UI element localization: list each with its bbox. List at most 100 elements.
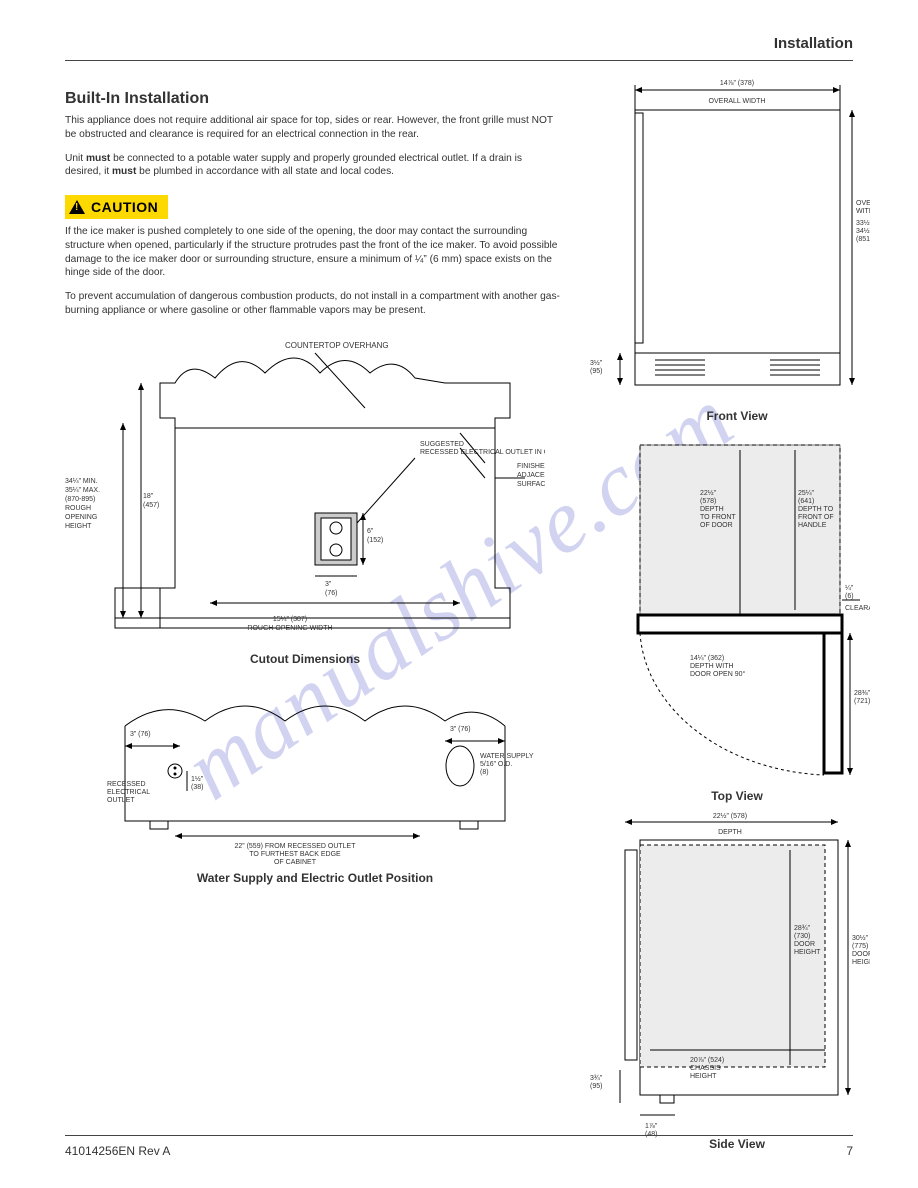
svg-text:(152): (152) xyxy=(367,537,383,544)
svg-text:¼”: ¼” xyxy=(845,585,854,592)
svg-text:(775): (775) xyxy=(852,943,868,950)
page: manualshive.com Installation Built-In In… xyxy=(0,0,918,1188)
intro-para-1: This appliance does not require addition… xyxy=(65,114,560,142)
svg-text:ROUGH: ROUGH xyxy=(65,505,91,512)
header-section: Installation xyxy=(774,35,853,52)
svg-text:HEIGHT: HEIGHT xyxy=(65,523,92,530)
top-rule xyxy=(65,60,853,61)
svg-text:5/16” O.D.: 5/16” O.D. xyxy=(480,761,512,768)
position-title: Water Supply and Electric Outlet Positio… xyxy=(197,871,433,885)
svg-text:DOOR: DOOR xyxy=(852,951,870,958)
warning-triangle-icon xyxy=(69,200,85,214)
svg-text:22½” (578): 22½” (578) xyxy=(713,812,747,820)
svg-text:25¼”: 25¼” xyxy=(798,490,815,497)
svg-text:3¾”: 3¾” xyxy=(590,1075,603,1082)
svg-text:HEIGHT: HEIGHT xyxy=(794,949,821,956)
svg-text:35¼” MAX.: 35¼” MAX. xyxy=(65,487,100,494)
svg-text:DEPTH: DEPTH xyxy=(700,506,724,513)
svg-text:TO FURTHEST BACK EDGE: TO FURTHEST BACK EDGE xyxy=(249,851,341,858)
svg-text:DOOR OPEN 90°: DOOR OPEN 90° xyxy=(690,670,746,678)
footer-left: 41014256EN Rev A xyxy=(65,1144,170,1158)
countertop-label: COUNTERTOP OVERHANG xyxy=(285,341,389,350)
svg-text:CHASSIS: CHASSIS xyxy=(690,1065,721,1072)
cutout-diagram: COUNTERTOP OVERHANG SUGGESTED RECESSED E… xyxy=(65,328,560,678)
svg-text:OF CABINET: OF CABINET xyxy=(274,859,317,866)
svg-text:28¾”: 28¾” xyxy=(794,925,811,932)
svg-text:Front View: Front View xyxy=(706,409,768,423)
svg-text:CLEARANCE: CLEARANCE xyxy=(845,605,870,612)
svg-text:22” (559) FROM RECESSED OUTLET: 22” (559) FROM RECESSED OUTLET xyxy=(235,843,357,850)
p2-d: must xyxy=(112,166,136,177)
svg-text:HANDLE: HANDLE xyxy=(798,522,827,529)
svg-text:22½”: 22½” xyxy=(700,489,717,497)
svg-text:(870-895): (870-895) xyxy=(65,496,95,503)
svg-text:(8): (8) xyxy=(480,769,489,776)
svg-text:HEIGHT: HEIGHT xyxy=(690,1073,717,1080)
p2-b: must xyxy=(86,153,110,164)
right-column: 14⅞” (378) OVERALL WIDTH OVERALL HEIGHT … xyxy=(590,75,870,1155)
outlet-suggest: SUGGESTED xyxy=(420,441,464,448)
footer-right: 7 xyxy=(846,1144,853,1158)
p2-e: be plumbed in accordance with all state … xyxy=(136,166,394,177)
svg-text:WATER SUPPLY: WATER SUPPLY xyxy=(480,753,534,760)
svg-text:18”: 18” xyxy=(143,493,154,500)
svg-text:OVERALL WIDTH: OVERALL WIDTH xyxy=(709,98,766,105)
svg-text:(851-876): (851-876) xyxy=(856,236,870,243)
svg-text:33½” MIN. TO: 33½” MIN. TO xyxy=(856,219,870,227)
svg-text:FRONT OF: FRONT OF xyxy=(798,514,834,521)
left-column: Built-In Installation This appliance doe… xyxy=(65,90,560,891)
svg-text:Side View: Side View xyxy=(709,1137,765,1150)
svg-text:3½”: 3½” xyxy=(590,359,603,367)
cutout-title: Cutout Dimensions xyxy=(250,652,360,666)
svg-text:(95): (95) xyxy=(590,1083,602,1090)
svg-text:DEPTH: DEPTH xyxy=(718,829,742,836)
svg-text:RECESSED: RECESSED xyxy=(107,781,146,788)
svg-text:OUTLET: OUTLET xyxy=(107,797,135,804)
svg-text:(95): (95) xyxy=(590,368,602,375)
svg-text:OVERALL HEIGHT: OVERALL HEIGHT xyxy=(856,200,870,207)
svg-text:(730): (730) xyxy=(794,933,810,940)
svg-text:DOOR: DOOR xyxy=(794,941,815,948)
svg-text:15¼” (387): 15¼” (387) xyxy=(273,616,307,623)
svg-text:DEPTH TO: DEPTH TO xyxy=(798,506,834,513)
svg-text:34½” MAX.: 34½” MAX. xyxy=(856,227,870,235)
svg-text:(721): (721) xyxy=(854,698,870,705)
svg-text:28⅜”: 28⅜” xyxy=(854,690,870,697)
svg-text:TO FRONT: TO FRONT xyxy=(700,514,736,521)
top-view-svg: ¼” (6) CLEARANCE 22½” (578) DEPTH TO FRO… xyxy=(590,435,870,805)
position-diagram: 3” (76) RECESSED ELECTRICAL OUTLET 3” (7… xyxy=(65,686,560,891)
svg-text:3”: 3” xyxy=(325,581,332,588)
front-view-svg: 14⅞” (378) OVERALL WIDTH OVERALL HEIGHT … xyxy=(590,75,870,430)
svg-text:WITHOUT HINGE: WITHOUT HINGE xyxy=(856,208,870,215)
svg-text:OPENING: OPENING xyxy=(65,514,97,521)
section-title: Built-In Installation xyxy=(65,90,560,108)
svg-text:3” (76): 3” (76) xyxy=(450,726,471,733)
svg-text:14¼” (362): 14¼” (362) xyxy=(690,655,724,662)
svg-text:(457): (457) xyxy=(143,502,159,509)
svg-text:Top View: Top View xyxy=(711,789,763,803)
svg-text:34¼” MIN.: 34¼” MIN. xyxy=(65,478,98,485)
svg-text:14⅞” (378): 14⅞” (378) xyxy=(720,80,754,87)
bottom-rule xyxy=(65,1135,853,1136)
svg-text:6”: 6” xyxy=(367,528,374,535)
svg-text:HEIGHT: HEIGHT xyxy=(852,959,870,966)
svg-text:(6): (6) xyxy=(845,593,854,600)
svg-text:20⅞” (524): 20⅞” (524) xyxy=(690,1057,724,1064)
intro-para-2: Unit must be connected to a potable wate… xyxy=(65,152,560,180)
caution-para-2: To prevent accumulation of dangerous com… xyxy=(65,290,560,318)
wall-label-2: ADJACENT xyxy=(517,472,545,479)
svg-text:3” (76): 3” (76) xyxy=(130,731,151,738)
wall-label-3: SURFACE xyxy=(517,481,545,488)
svg-text:(641): (641) xyxy=(798,498,814,505)
svg-text:1⅞”: 1⅞” xyxy=(645,1123,658,1130)
p2-a: Unit xyxy=(65,153,86,164)
svg-text:(38): (38) xyxy=(191,784,203,791)
svg-text:1½”: 1½” xyxy=(191,775,204,783)
svg-text:30½”: 30½” xyxy=(852,934,869,942)
caution-badge: CAUTION xyxy=(65,195,168,219)
svg-text:ROUGH OPENING WIDTH: ROUGH OPENING WIDTH xyxy=(247,625,332,632)
svg-text:DEPTH WITH: DEPTH WITH xyxy=(690,663,734,670)
caution-label: CAUTION xyxy=(91,199,158,215)
svg-text:OF DOOR: OF DOOR xyxy=(700,522,733,529)
svg-text:(578): (578) xyxy=(700,498,716,505)
